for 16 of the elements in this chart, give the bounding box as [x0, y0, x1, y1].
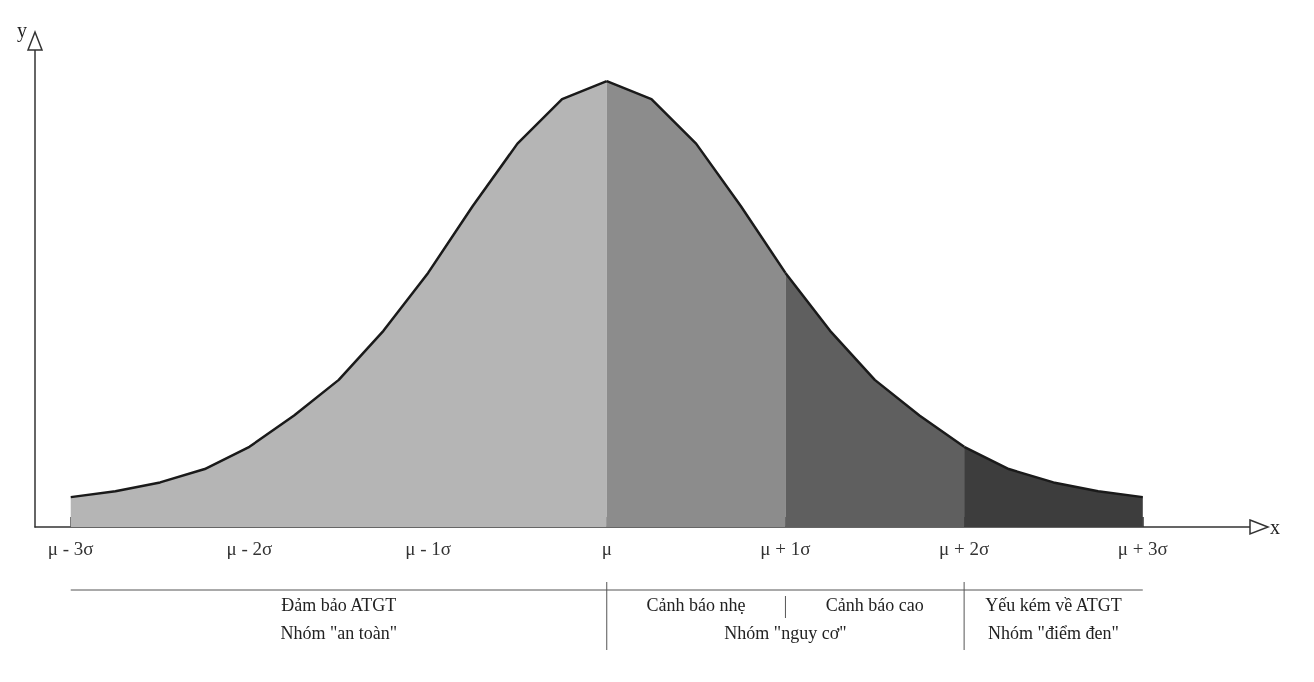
- text: Nhóm "điểm đen": [988, 623, 1119, 643]
- x-tick-label: μ - 1σ: [405, 538, 451, 559]
- text: Yếu kém về ATGT: [985, 595, 1122, 615]
- x-tick-label: μ + 1σ: [760, 538, 811, 559]
- text: Nhóm "an toàn": [280, 623, 398, 643]
- x-axis-title: x: [1270, 516, 1280, 538]
- x-tick-label: μ + 3σ: [1117, 538, 1168, 559]
- text: Cảnh báo cao: [825, 595, 924, 615]
- x-tick-label: μ: [601, 538, 612, 559]
- y-axis-title: y: [17, 19, 27, 42]
- text: Đảm bảo ATGT: [281, 595, 397, 615]
- x-tick-label: μ - 3σ: [47, 538, 94, 559]
- x-tick-label: μ - 2σ: [226, 538, 273, 559]
- text: Nhóm "nguy cơ": [724, 623, 847, 643]
- x-tick-label: μ + 2σ: [939, 538, 990, 559]
- text: Cảnh báo nhẹ: [646, 595, 746, 615]
